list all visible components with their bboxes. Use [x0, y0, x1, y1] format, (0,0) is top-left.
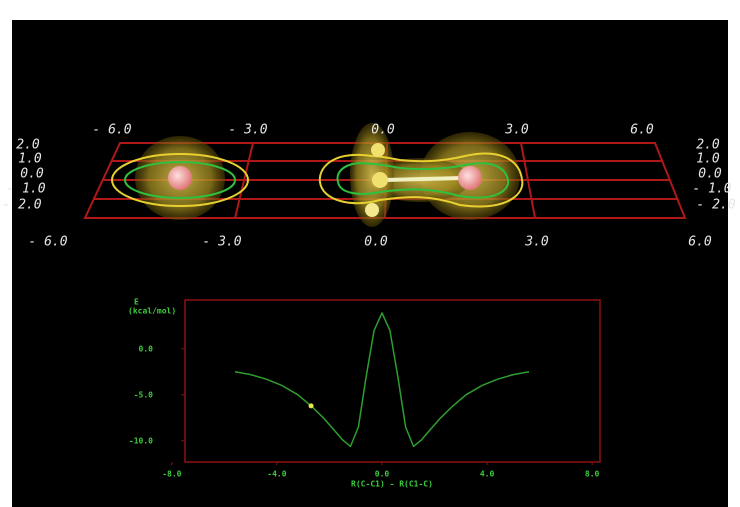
atom	[458, 166, 482, 190]
axis-3d-label: - 1.0	[6, 182, 45, 197]
axis-3d-label: - 3.0	[202, 235, 241, 250]
x-axis-label: R(C-C1) - R(C1-C)	[351, 480, 433, 489]
x-tick-label: -8.0	[162, 470, 181, 479]
bond	[385, 178, 462, 180]
axis-3d-label: 2.0	[696, 138, 720, 153]
x-tick-label: -4.0	[267, 470, 286, 479]
atom	[372, 172, 388, 188]
axis-3d-label: 6.0	[688, 235, 712, 250]
y-tick-label: -10.0	[129, 436, 153, 445]
axis-3d-label: 0.0	[20, 167, 44, 182]
axis-3d-label: 0.0	[371, 123, 395, 138]
y-tick-label: -5.0	[134, 390, 153, 399]
x-tick-label: 0.0	[375, 470, 390, 479]
axis-3d-label: 2.0	[16, 138, 40, 153]
axis-3d-label: 1.0	[696, 152, 720, 167]
atom	[168, 166, 192, 190]
axis-3d-label: - 2.0	[696, 198, 735, 213]
y-tick-label: 0.0	[139, 344, 154, 353]
axis-3d-label: - 1.0	[692, 182, 731, 197]
axis-3d-label: - 6.0	[92, 123, 131, 138]
axis-3d-label: 3.0	[524, 235, 549, 250]
y-axis-unit: (kcal/mol)	[128, 307, 176, 316]
axis-3d-label: 1.0	[18, 152, 42, 167]
axis-3d-label: - 6.0	[28, 235, 67, 250]
x-tick-label: 4.0	[480, 470, 495, 479]
axis-3d-label: - 3.0	[228, 123, 267, 138]
axis-3d-label: 6.0	[630, 123, 654, 138]
page: - 6.0 - 3.0 0.0 3.0 6.0 - 6.0 - 3.0 0.0 3.0 6.0 2.…	[0, 0, 740, 507]
axis-3d-label: 0.0	[698, 167, 722, 182]
x-tick-label: 8.0	[585, 470, 600, 479]
atom	[365, 203, 379, 217]
axis-3d-label: 3.0	[504, 123, 529, 138]
atom	[371, 143, 385, 157]
axis-3d-label: - 2.0	[2, 198, 41, 213]
current-point	[309, 403, 314, 408]
axis-3d-label: 0.0	[364, 235, 388, 250]
viewport	[12, 20, 728, 507]
y-axis-label: E	[134, 298, 139, 307]
